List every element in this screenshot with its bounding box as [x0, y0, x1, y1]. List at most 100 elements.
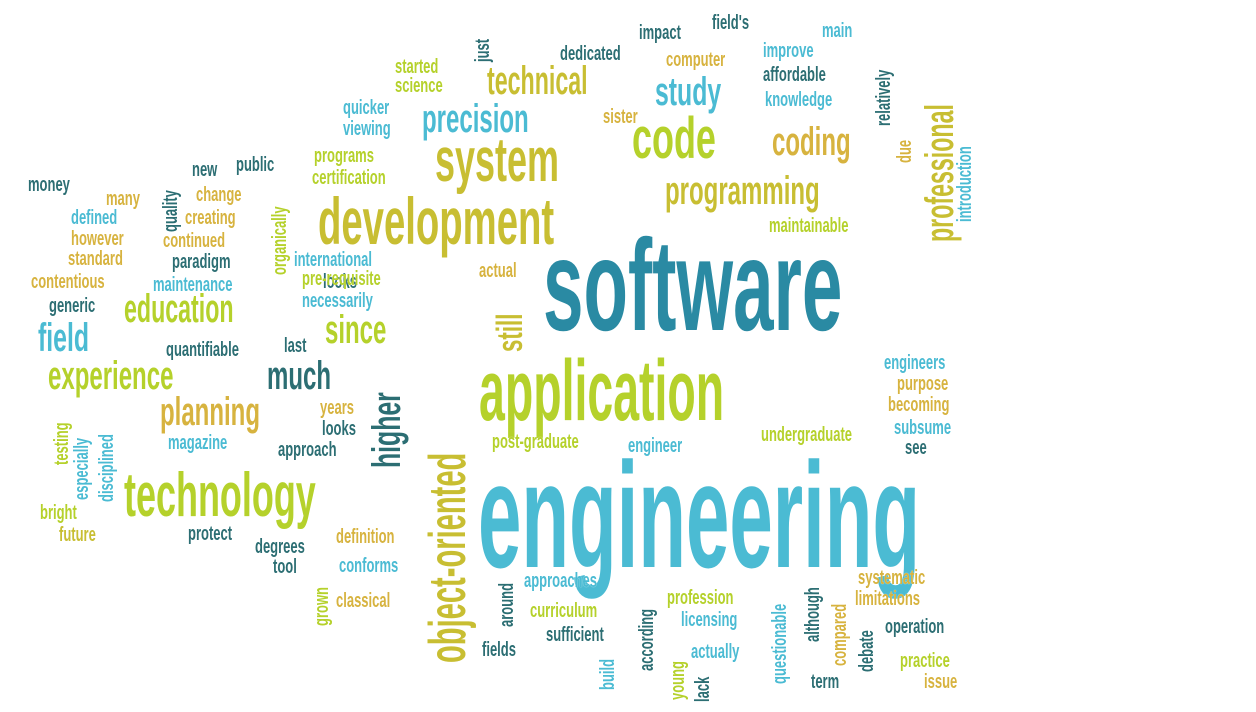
word-curriculum: curriculum	[530, 600, 598, 622]
word-see: see	[905, 437, 927, 459]
word-since: since	[325, 308, 387, 352]
word-although: although	[802, 587, 824, 642]
word-fields: fields	[482, 639, 516, 661]
word-term: term	[811, 671, 840, 693]
word-looks: looks	[322, 418, 356, 440]
word-study: study	[655, 70, 722, 114]
word-impact: impact	[639, 22, 681, 44]
word-code: code	[632, 106, 716, 171]
word-limitations: limitations	[855, 588, 921, 610]
word-systematic: systematic	[858, 567, 926, 589]
word-field: field	[38, 316, 89, 360]
word-still: still	[489, 313, 530, 352]
word-subsume: subsume	[894, 417, 952, 439]
word-money: money	[28, 174, 70, 196]
word-improve: improve	[763, 40, 814, 62]
word-last: last	[284, 335, 307, 357]
word-future: future	[59, 524, 96, 546]
word-years: years	[320, 397, 354, 419]
word-technology: technology	[124, 461, 316, 530]
word-introduction: introduction	[954, 146, 976, 222]
word-magazine: magazine	[168, 432, 228, 454]
word-just: just	[472, 38, 494, 62]
word-generic: generic	[49, 295, 96, 317]
word-looks: looks	[323, 271, 357, 293]
word-field-s: field's	[712, 12, 750, 34]
word-definition: definition	[336, 526, 395, 548]
word-dedicated: dedicated	[560, 43, 621, 65]
word-approaches: approaches	[524, 570, 597, 592]
word-change: change	[196, 184, 242, 206]
word-testing: testing	[51, 422, 73, 465]
word-object-oriented: object-oriented	[419, 452, 477, 663]
word-planning: planning	[160, 390, 260, 434]
word-software: software	[543, 212, 843, 358]
word-lack: lack	[692, 676, 714, 702]
word-many: many	[106, 188, 140, 210]
word-actually: actually	[691, 641, 740, 663]
word-contentious: contentious	[31, 271, 105, 293]
word-build: build	[597, 658, 619, 690]
word-purpose: purpose	[897, 373, 949, 395]
word-protect: protect	[188, 523, 233, 545]
word-grown: grown	[311, 587, 333, 626]
word-quicker: quicker	[343, 97, 390, 119]
word-compared: compared	[829, 603, 851, 666]
word-classical: classical	[336, 590, 391, 612]
word-degrees: degrees	[255, 536, 305, 558]
word-issue: issue	[924, 671, 958, 693]
word-main: main	[822, 20, 853, 42]
word-defined: defined	[71, 207, 118, 229]
word-approach: approach	[278, 439, 337, 461]
word-higher: higher	[365, 392, 409, 468]
word-public: public	[236, 154, 275, 176]
word-experience: experience	[48, 354, 174, 398]
word-organically: organically	[269, 206, 291, 275]
word-much: much	[267, 354, 332, 398]
word-education: education	[124, 287, 234, 331]
word-paradigm: paradigm	[172, 251, 231, 273]
word-sufficient: sufficient	[546, 624, 604, 646]
word-science: science	[395, 75, 443, 97]
word-bright: bright	[40, 502, 77, 524]
word-new: new	[192, 159, 218, 181]
word-international: international	[294, 249, 373, 271]
word-creating: creating	[185, 207, 236, 229]
word-development: development	[318, 184, 555, 258]
word-young: young	[667, 661, 689, 700]
word-standard: standard	[68, 248, 123, 270]
word-viewing: viewing	[343, 118, 391, 140]
word-licensing: licensing	[681, 609, 738, 631]
word-application: application	[479, 343, 725, 439]
word-undergraduate: undergraduate	[761, 424, 853, 446]
word-affordable: affordable	[763, 64, 826, 86]
word-maintainable: maintainable	[769, 215, 849, 237]
word-quality: quality	[160, 190, 182, 232]
word-profession: profession	[667, 587, 734, 609]
word-however: however	[71, 228, 124, 250]
word-engineer: engineer	[628, 435, 683, 457]
word-technical: technical	[487, 59, 588, 103]
word-computer: computer	[666, 49, 726, 71]
word-sister: sister	[603, 106, 638, 128]
word-knowledge: knowledge	[765, 89, 833, 111]
word-continued: continued	[163, 230, 226, 252]
word-necessarily: necessarily	[302, 290, 373, 312]
word-certification: certification	[312, 167, 386, 189]
word-precision: precision	[422, 97, 529, 141]
word-debate: debate	[856, 630, 878, 672]
word-engineering: engineering	[478, 431, 921, 599]
word-operation: operation	[885, 616, 945, 638]
word-due: due	[894, 139, 916, 163]
word-programming: programming	[665, 169, 820, 213]
word-relatively: relatively	[873, 69, 895, 126]
word-maintenance: maintenance	[153, 274, 233, 296]
word-around: around	[496, 582, 518, 627]
word-engineers: engineers	[884, 352, 946, 374]
word-started: started	[395, 56, 439, 78]
word-quantifiable: quantifiable	[166, 339, 239, 361]
word-according: according	[636, 608, 658, 671]
word-system: system	[435, 126, 559, 195]
word-programs: programs	[314, 145, 374, 167]
